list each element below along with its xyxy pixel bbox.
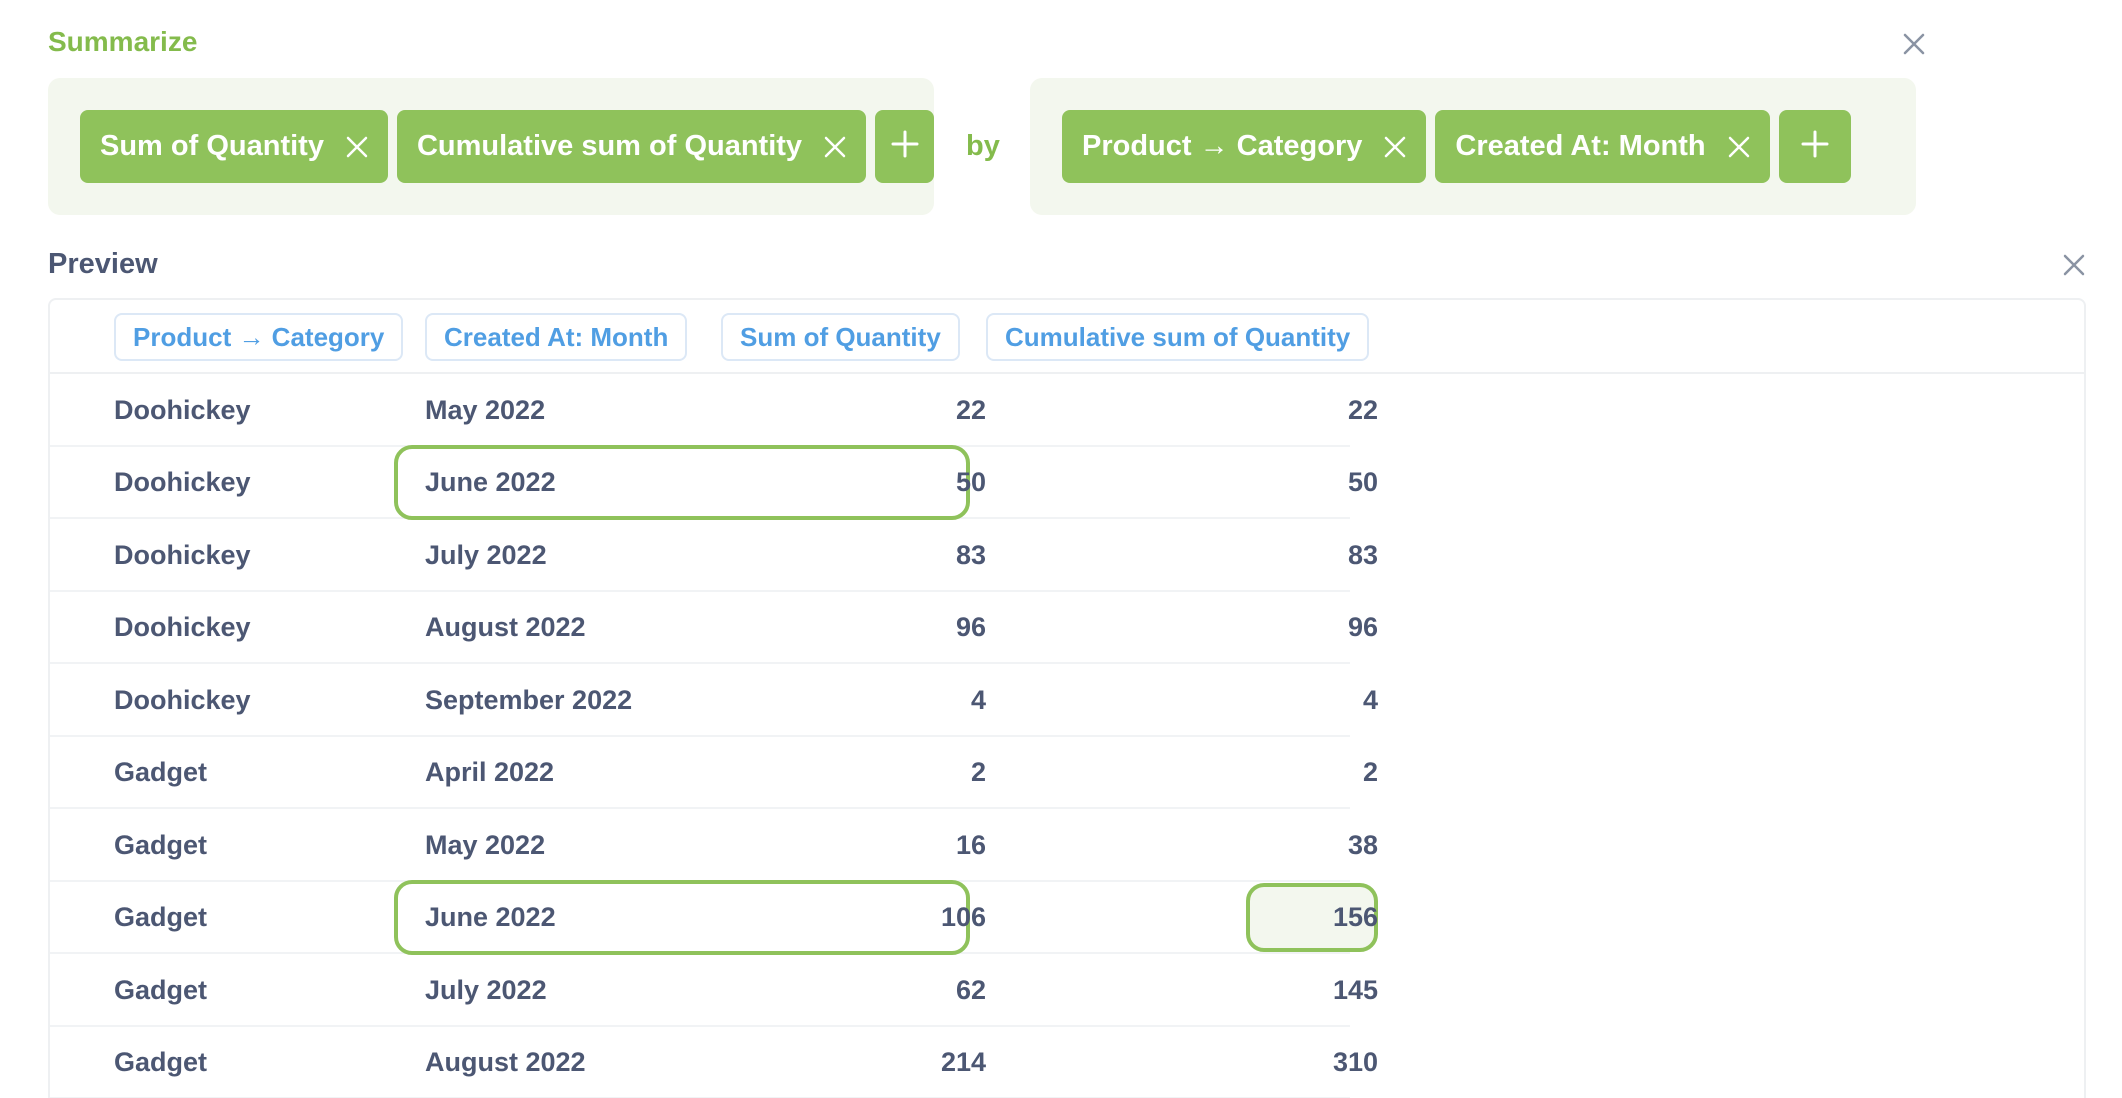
cell-category: Doohickey <box>114 592 251 664</box>
cell-month: July 2022 <box>425 519 547 591</box>
cell-month: May 2022 <box>425 809 545 881</box>
remove-x-icon[interactable] <box>1384 136 1406 158</box>
table-header: Product → Category Created At: Month Sum… <box>50 300 2084 374</box>
cell-sum: 106 <box>750 882 986 954</box>
table-row: Gadget May 2022 16 38 <box>50 809 1350 882</box>
close-preview-icon[interactable] <box>2062 253 2086 277</box>
cell-category: Doohickey <box>114 664 251 736</box>
column-header-cumulative[interactable]: Cumulative sum of Quantity <box>986 313 1369 361</box>
cell-sum: 16 <box>750 809 986 881</box>
cell-sum: 83 <box>750 519 986 591</box>
grouping-pill-created-at[interactable]: Created At: Month <box>1435 110 1769 183</box>
column-header-sum[interactable]: Sum of Quantity <box>721 313 960 361</box>
table-row: Gadget August 2022 214 310 <box>50 1027 1350 1098</box>
preview-title: Preview <box>48 248 158 281</box>
cell-category: Doohickey <box>114 519 251 591</box>
cell-month: April 2022 <box>425 737 554 809</box>
cell-category: Doohickey <box>114 447 251 519</box>
column-header-category[interactable]: Product → Category <box>114 313 403 361</box>
metric-pill-label: Cumulative sum of Quantity <box>417 130 802 163</box>
cell-cumulative: 22 <box>1050 374 1378 446</box>
cell-category: Gadget <box>114 737 207 809</box>
remove-x-icon[interactable] <box>346 136 368 158</box>
cell-sum: 2 <box>750 737 986 809</box>
add-grouping-button[interactable] <box>1779 110 1851 183</box>
plus-icon <box>1801 130 1829 163</box>
metric-pill-cumulative-sum[interactable]: Cumulative sum of Quantity <box>397 110 866 183</box>
grouping-pill-label: Created At: Month <box>1455 130 1705 163</box>
table-body: Doohickey May 2022 22 22 Doohickey June … <box>50 374 1350 1098</box>
table-row: Doohickey July 2022 83 83 <box>50 519 1350 592</box>
cell-sum: 22 <box>750 374 986 446</box>
cell-cumulative: 50 <box>1050 447 1378 519</box>
table-row: Doohickey September 2022 4 4 <box>50 664 1350 737</box>
cell-month: August 2022 <box>425 592 586 664</box>
summarize-title: Summarize <box>48 26 197 58</box>
by-label: by <box>966 130 1000 163</box>
table-row: Gadget April 2022 2 2 <box>50 737 1350 810</box>
cell-month: September 2022 <box>425 664 632 736</box>
preview-table: Product → Category Created At: Month Sum… <box>48 298 2086 1098</box>
plus-icon <box>891 130 919 163</box>
add-metric-button[interactable] <box>875 110 934 183</box>
cell-month: June 2022 <box>425 447 556 519</box>
cell-month: July 2022 <box>425 954 547 1026</box>
grouping-pill-category[interactable]: Product → Category <box>1062 110 1426 183</box>
cell-cumulative: 83 <box>1050 519 1378 591</box>
cell-sum: 50 <box>750 447 986 519</box>
cell-cumulative: 38 <box>1050 809 1378 881</box>
table-row: Doohickey June 2022 50 50 <box>50 447 1350 520</box>
cell-sum: 214 <box>750 1027 986 1098</box>
cell-sum: 4 <box>750 664 986 736</box>
table-row: Gadget June 2022 106 156 <box>50 882 1350 955</box>
metric-pill-sum[interactable]: Sum of Quantity <box>80 110 388 183</box>
cell-sum: 96 <box>750 592 986 664</box>
remove-x-icon[interactable] <box>1728 136 1750 158</box>
cell-month: June 2022 <box>425 882 556 954</box>
cell-month: May 2022 <box>425 374 545 446</box>
cell-cumulative: 2 <box>1050 737 1378 809</box>
cell-cumulative: 156 <box>1050 882 1378 954</box>
cell-category: Gadget <box>114 1027 207 1098</box>
close-summarize-icon[interactable] <box>1902 32 1926 56</box>
cell-category: Gadget <box>114 882 207 954</box>
cell-category: Doohickey <box>114 374 251 446</box>
cell-cumulative: 145 <box>1050 954 1378 1026</box>
table-row: Doohickey May 2022 22 22 <box>50 374 1350 447</box>
table-row: Doohickey August 2022 96 96 <box>50 592 1350 665</box>
column-header-month[interactable]: Created At: Month <box>425 313 687 361</box>
cell-cumulative: 4 <box>1050 664 1378 736</box>
metric-pill-label: Sum of Quantity <box>100 130 324 163</box>
metrics-panel: Sum of Quantity Cumulative sum of Quanti… <box>48 78 934 215</box>
cell-category: Gadget <box>114 954 207 1026</box>
remove-x-icon[interactable] <box>824 136 846 158</box>
cell-month: August 2022 <box>425 1027 586 1098</box>
cell-sum: 62 <box>750 954 986 1026</box>
groupings-panel: Product → Category Created At: Month <box>1030 78 1916 215</box>
cell-category: Gadget <box>114 809 207 881</box>
cell-cumulative: 96 <box>1050 592 1378 664</box>
grouping-pill-label: Product → Category <box>1082 130 1362 163</box>
cell-cumulative: 310 <box>1050 1027 1378 1098</box>
table-row: Gadget July 2022 62 145 <box>50 954 1350 1027</box>
